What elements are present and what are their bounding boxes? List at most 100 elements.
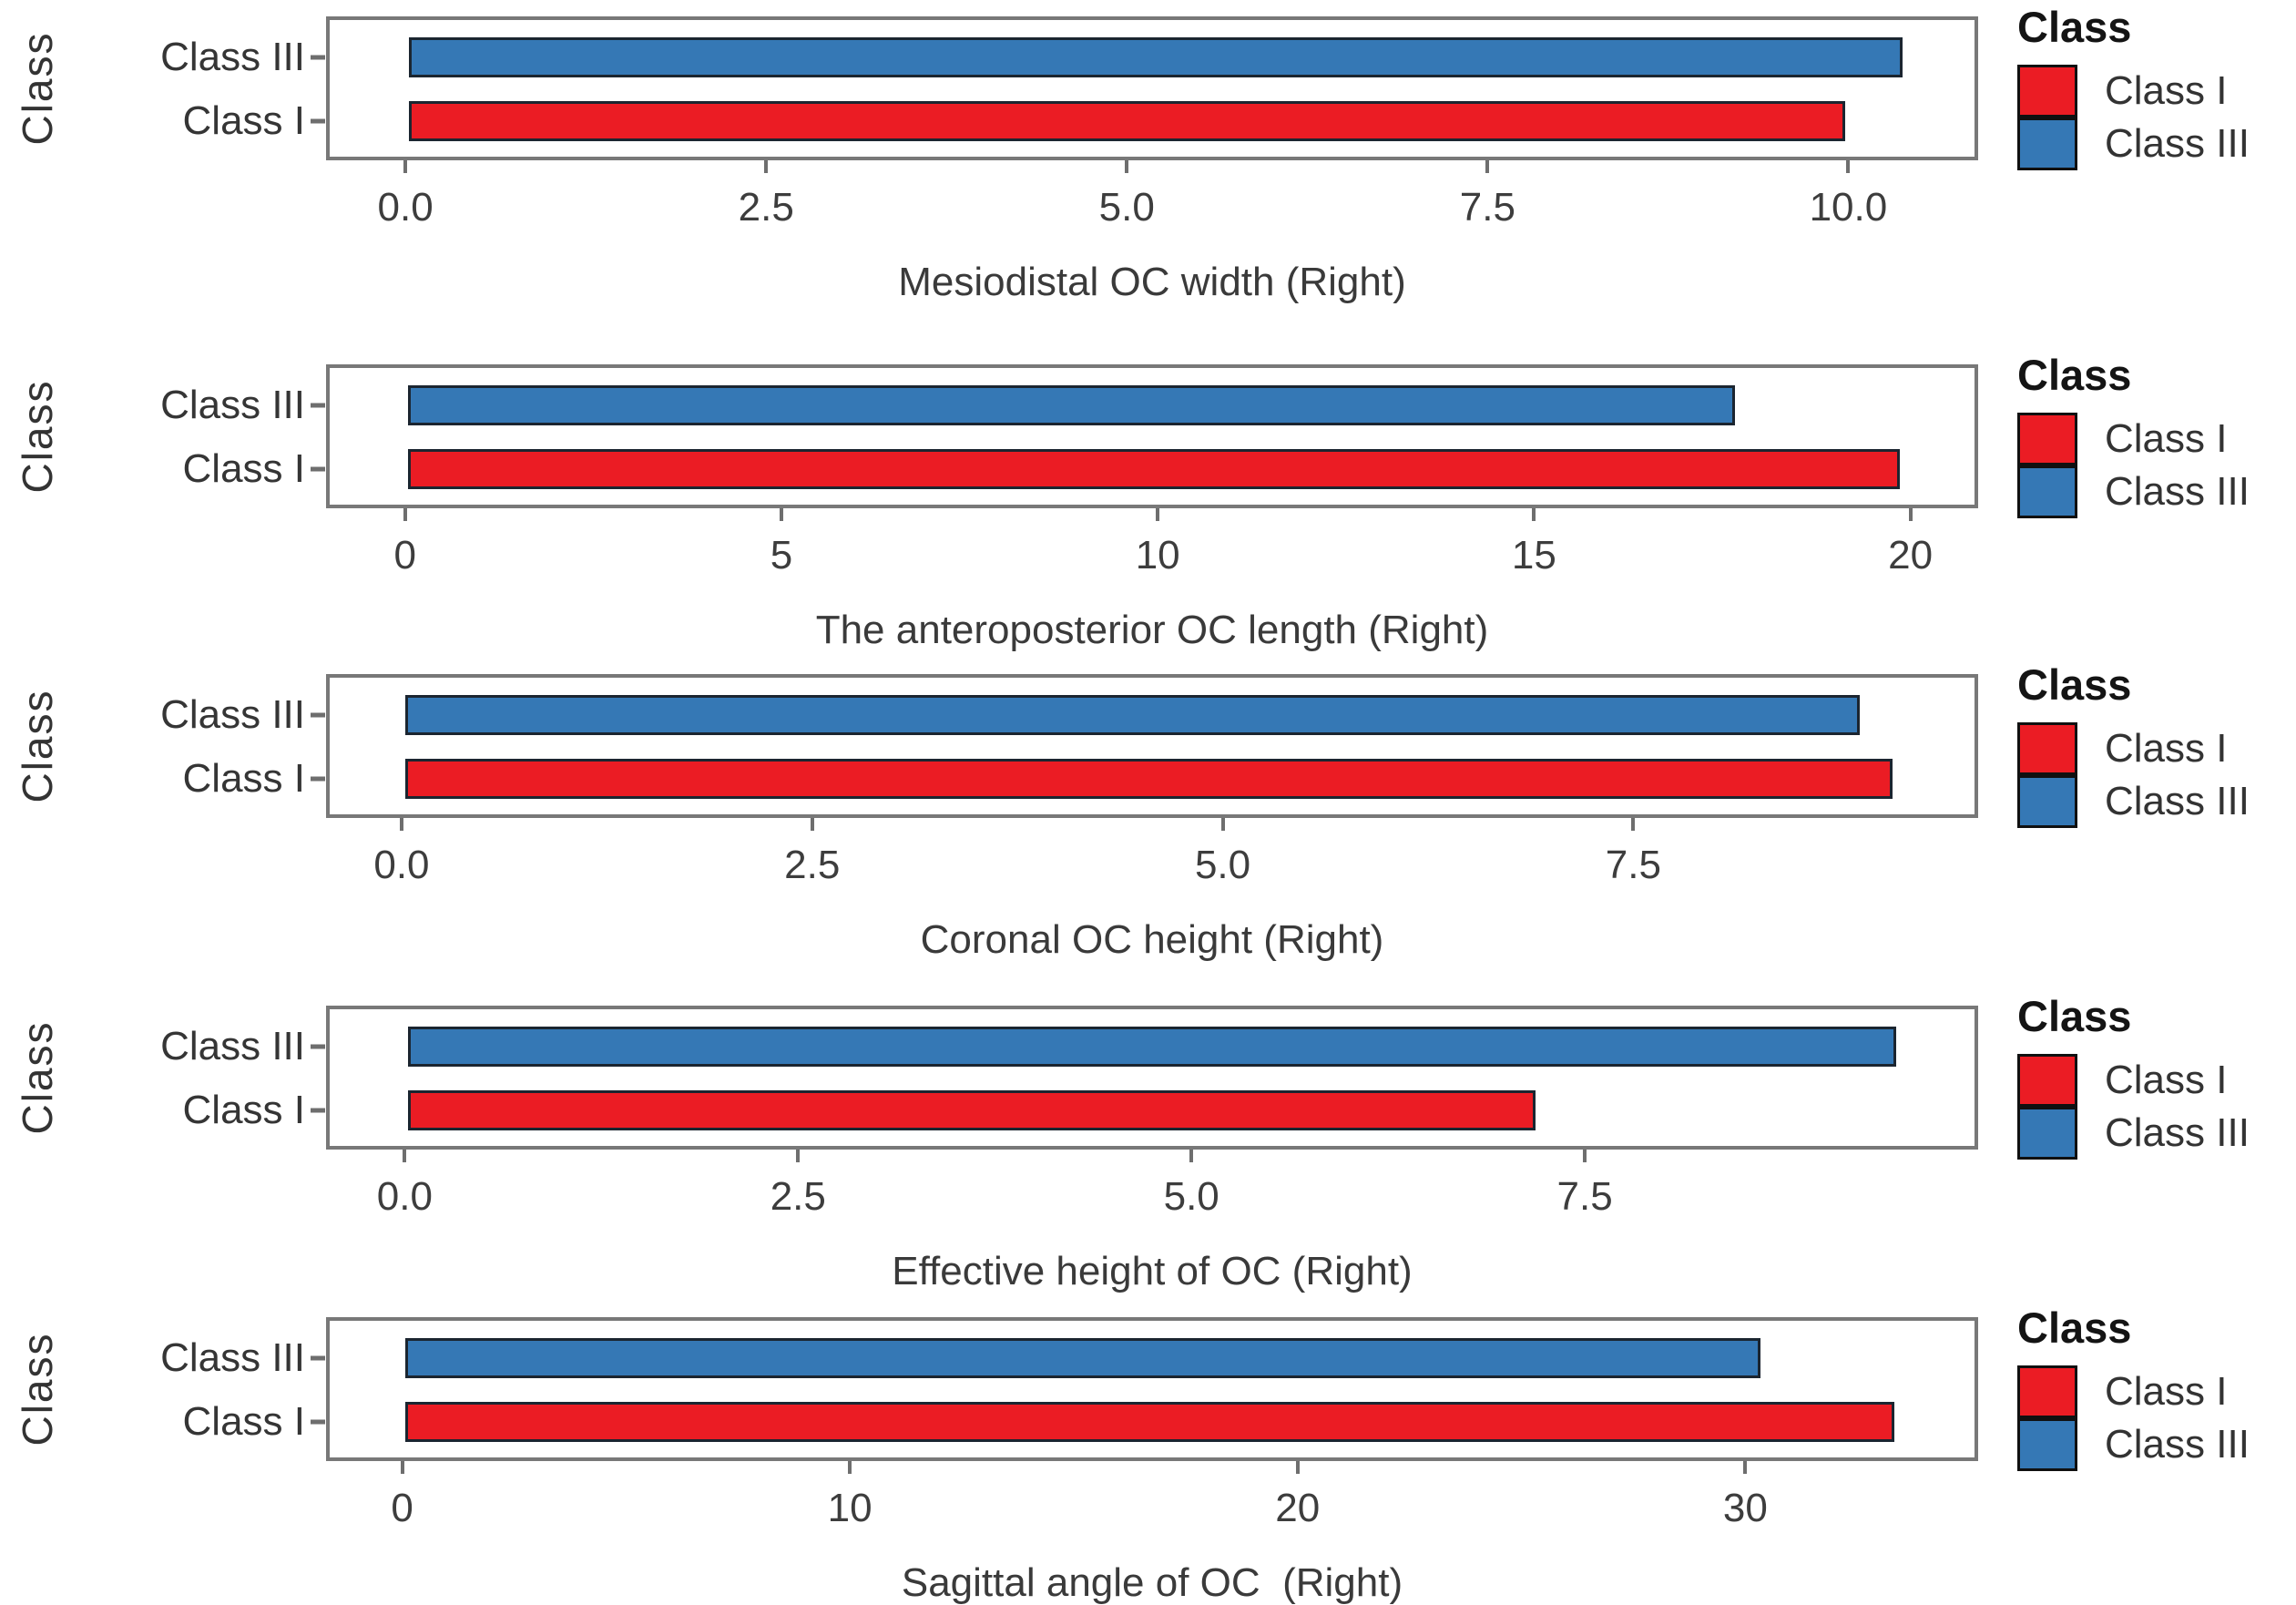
x-tick-mark	[810, 818, 814, 831]
legend-item-class-iii: Class III	[2017, 775, 2291, 828]
y-tick-mark	[311, 55, 325, 60]
x-tick-label: 7.5	[1556, 1174, 1613, 1219]
bar-class-iii	[408, 1027, 1896, 1067]
legend-item-class-iii: Class III	[2017, 118, 2291, 170]
x-tick-label: 20	[1888, 533, 1934, 578]
x-tick-label: 0	[391, 1486, 413, 1530]
x-tick-mark	[1631, 818, 1636, 831]
legend-swatch-class-i	[2017, 65, 2077, 118]
y-tick-mark	[311, 118, 325, 124]
y-category-label: Class I	[182, 1399, 305, 1444]
legend-swatch-class-iii	[2017, 1418, 2077, 1471]
legend-label: Class I	[2105, 68, 2228, 113]
x-tick-label: 5	[770, 533, 793, 578]
y-category-label: Class I	[182, 756, 305, 801]
legend: Class Class I Class III	[2017, 353, 2291, 518]
y-tick-mark	[311, 1419, 325, 1425]
x-tick-mark	[1485, 160, 1490, 173]
legend: Class Class I Class III	[2017, 1306, 2291, 1471]
x-tick-mark	[1743, 1461, 1748, 1474]
x-tick-mark	[1583, 1150, 1587, 1162]
chart-row-3: Class Class III Class I 0.0 2.5 5.0 7.5 Coronal…	[0, 641, 2296, 962]
x-tick-mark	[848, 1461, 852, 1474]
legend-item-class-i: Class I	[2017, 1365, 2291, 1418]
y-tick-mark	[311, 466, 325, 472]
plot-panel	[326, 1317, 1978, 1461]
y-tick-mark	[311, 1044, 325, 1049]
plot-panel	[326, 364, 1978, 508]
x-tick-label: 0.0	[373, 843, 430, 887]
legend-swatch-class-iii	[2017, 465, 2077, 518]
legend-item-class-i: Class I	[2017, 65, 2291, 118]
x-tick-label: 0.0	[376, 1174, 433, 1219]
y-tick-mark	[311, 712, 325, 718]
legend-title: Class	[2017, 660, 2132, 709]
y-category-label: Class I	[182, 1088, 305, 1132]
x-tick-label: 10	[827, 1486, 872, 1530]
legend-label: Class III	[2105, 121, 2250, 166]
bar-class-i	[404, 759, 1893, 799]
legend-item-class-iii: Class III	[2017, 1418, 2291, 1471]
x-tick-mark	[400, 1461, 404, 1474]
x-tick-label: 7.5	[1605, 843, 1661, 887]
y-tick-mark	[311, 1355, 325, 1361]
bar-class-i	[408, 449, 1900, 489]
x-tick-label: 0	[393, 533, 417, 578]
y-category-label: Class III	[160, 35, 305, 79]
x-tick-mark	[399, 818, 403, 831]
x-tick-label: 7.5	[1459, 185, 1515, 230]
y-category-label: Class I	[182, 446, 305, 491]
y-category-label: Class III	[160, 1335, 305, 1380]
y-category-label: Class III	[160, 1024, 305, 1068]
x-tick-label: 10.0	[1809, 185, 1888, 230]
x-tick-label: 15	[1511, 533, 1556, 578]
legend-item-class-i: Class I	[2017, 722, 2291, 775]
legend-label: Class I	[2105, 416, 2228, 461]
legend-title: Class	[2017, 3, 2132, 51]
legend-item-class-iii: Class III	[2017, 1107, 2291, 1160]
x-tick-mark	[1295, 1461, 1300, 1474]
x-tick-label: 2.5	[770, 1174, 826, 1219]
legend-label: Class I	[2105, 1369, 2228, 1414]
chart-row-2: Class Class III Class I 0 5 10 15 20 The anterop…	[0, 321, 2296, 650]
legend-label: Class III	[2105, 1422, 2250, 1467]
x-tick-label: 30	[1722, 1486, 1768, 1530]
x-tick-mark	[779, 508, 783, 521]
legend: Class Class I Class III	[2017, 995, 2291, 1160]
legend-swatch-class-iii	[2017, 1107, 2077, 1160]
legend-item-class-iii: Class III	[2017, 465, 2291, 518]
y-tick-mark	[311, 1108, 325, 1113]
x-tick-label: 5.0	[1163, 1174, 1219, 1219]
x-axis-title: Sagittal angle of OC (Right)	[901, 1560, 1403, 1605]
plot-panel	[326, 1006, 1978, 1150]
bar-class-iii	[408, 37, 1903, 77]
x-tick-label: 2.5	[784, 843, 841, 887]
legend-title: Class	[2017, 1303, 2132, 1352]
x-tick-mark	[1532, 508, 1536, 521]
x-tick-mark	[1156, 508, 1160, 521]
legend-label: Class III	[2105, 469, 2250, 514]
legend-title: Class	[2017, 992, 2132, 1040]
x-tick-label: 2.5	[738, 185, 794, 230]
legend-swatch-class-i	[2017, 722, 2077, 775]
x-tick-mark	[1846, 160, 1851, 173]
x-tick-mark	[1189, 1150, 1194, 1162]
x-tick-mark	[1220, 818, 1225, 831]
x-tick-label: 5.0	[1194, 843, 1251, 887]
x-axis-title: Mesiodistal OC width (Right)	[898, 260, 1406, 304]
chart-row-4: Class Class III Class I 0.0 2.5 5.0 7.5 Effecti…	[0, 962, 2296, 1292]
legend: Class Class I Class III	[2017, 663, 2291, 828]
y-tick-mark	[311, 403, 325, 408]
plot-panel	[326, 16, 1978, 160]
x-tick-mark	[403, 508, 407, 521]
x-tick-label: 10	[1135, 533, 1180, 578]
x-tick-mark	[796, 1150, 801, 1162]
legend-swatch-class-iii	[2017, 118, 2077, 170]
bar-class-iii	[404, 695, 1861, 735]
legend-label: Class I	[2105, 1058, 2228, 1102]
chart-row-1: Class Class III Class I 0.0 2.5 5.0 7.5 10.0 Mes…	[0, 0, 2296, 321]
legend-item-class-i: Class I	[2017, 1054, 2291, 1107]
legend-item-class-i: Class I	[2017, 413, 2291, 465]
y-category-label: Class III	[160, 692, 305, 737]
x-tick-mark	[1125, 160, 1129, 173]
